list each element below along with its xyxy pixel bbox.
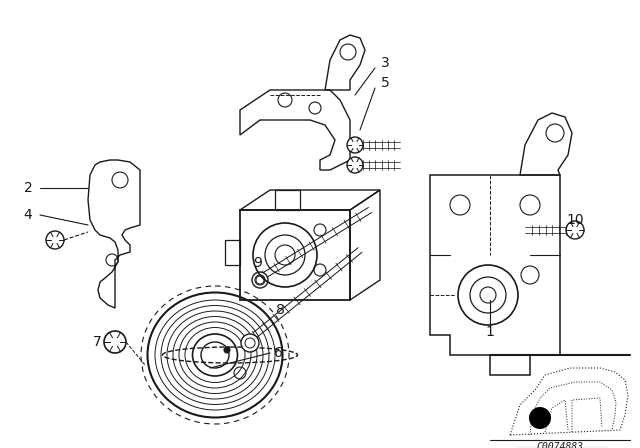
Circle shape xyxy=(46,231,64,249)
Circle shape xyxy=(347,137,363,153)
Circle shape xyxy=(224,347,230,353)
Text: 9: 9 xyxy=(253,256,262,270)
Text: 2: 2 xyxy=(24,181,33,195)
Text: 6: 6 xyxy=(273,346,282,360)
Circle shape xyxy=(566,221,584,239)
Circle shape xyxy=(347,157,363,173)
Circle shape xyxy=(104,331,126,353)
Text: 3: 3 xyxy=(381,56,389,70)
Text: 7: 7 xyxy=(93,335,101,349)
Circle shape xyxy=(252,272,268,288)
Text: 1: 1 xyxy=(486,325,495,339)
Text: 8: 8 xyxy=(276,303,284,317)
Text: C0074883: C0074883 xyxy=(536,442,584,448)
Text: 4: 4 xyxy=(24,208,33,222)
Text: 5: 5 xyxy=(381,76,389,90)
Text: 10: 10 xyxy=(566,213,584,227)
Circle shape xyxy=(241,334,259,352)
Circle shape xyxy=(529,407,551,429)
